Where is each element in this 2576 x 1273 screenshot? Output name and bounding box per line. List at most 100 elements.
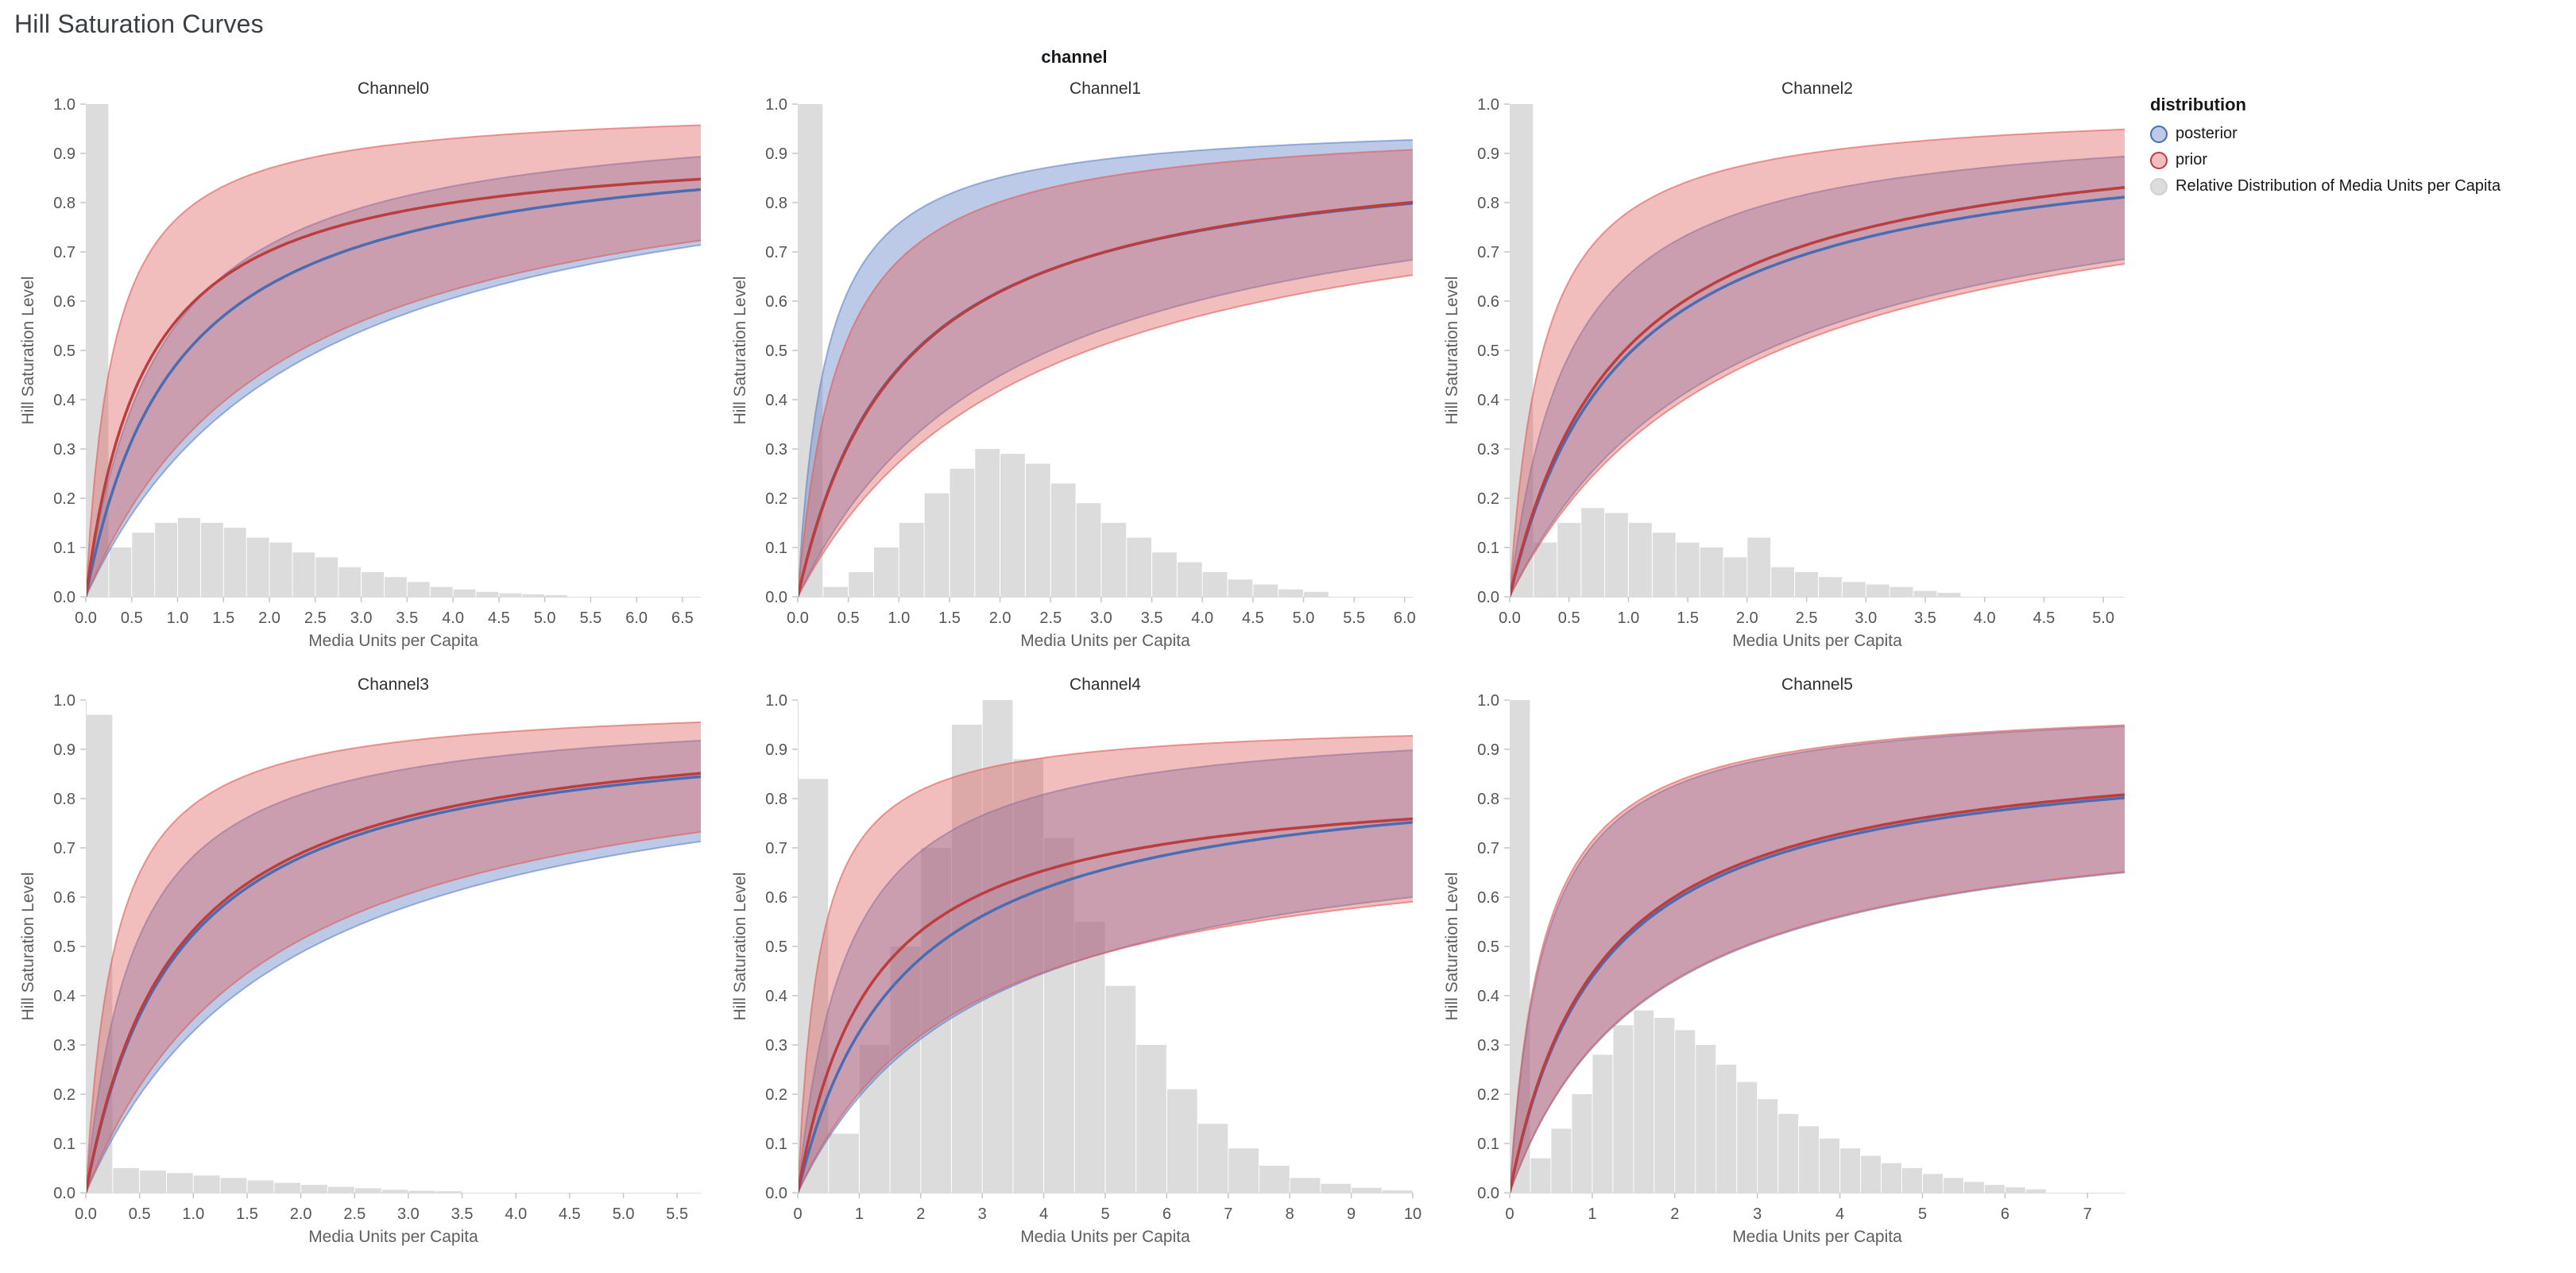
prior-band-upper-edge [1510, 128, 2125, 597]
x-tick-label: 0.5 [121, 609, 143, 627]
y-tick-label: 0.3 [53, 1037, 75, 1054]
x-tick-label: 5.5 [666, 1205, 688, 1223]
prior-band-lower-edge [1510, 263, 2125, 597]
histogram-bar [1050, 483, 1076, 597]
posterior-credible-band [1510, 726, 2125, 1193]
legend-item-label: posterior [2176, 125, 2238, 142]
y-tick-label: 0.8 [765, 195, 787, 212]
prior-credible-band [86, 125, 701, 597]
histogram-bar [1557, 523, 1581, 597]
histogram-bar [890, 946, 921, 1193]
x-axis-title: Media Units per Capita [308, 632, 478, 650]
x-tick-label: 4.0 [442, 609, 464, 627]
y-tick-label: 0.8 [765, 791, 787, 808]
x-tick-label: 0 [1505, 1205, 1514, 1223]
x-tick-label: 4.0 [1191, 609, 1213, 627]
x-tick-label: 5.5 [579, 609, 601, 627]
panel-title: Channel2 [1781, 79, 1853, 98]
x-tick-label: 0 [793, 1205, 802, 1223]
histogram-bar [1352, 1187, 1382, 1193]
histogram-bar [1105, 985, 1136, 1193]
x-tick-label: 2.5 [304, 609, 327, 627]
x-tick-label: 3.5 [1914, 609, 1936, 627]
x-tick-label: 6.0 [1394, 609, 1416, 627]
prior-median-line [798, 817, 1413, 1193]
histogram-bar [1074, 922, 1105, 1193]
histogram-bar [1510, 700, 1530, 1193]
histogram-bar [1382, 1190, 1413, 1193]
x-tick-label: 0.0 [787, 609, 809, 627]
y-tick-label: 0.6 [53, 293, 75, 311]
histogram-bar [899, 523, 924, 597]
histogram-bar [1152, 552, 1177, 597]
y-tick-label: 0.6 [1477, 889, 1499, 907]
x-tick-label: 2.0 [1736, 609, 1758, 627]
histogram-bar [155, 523, 177, 597]
histogram-bar [1551, 1128, 1572, 1193]
histogram-bar [1696, 1045, 1716, 1193]
y-tick-label: 0.3 [1477, 441, 1499, 459]
histogram-bar [1228, 579, 1253, 597]
histogram-bar [829, 1133, 859, 1193]
y-tick-label: 0.2 [765, 1086, 787, 1104]
posterior-median-line [798, 820, 1413, 1193]
prior-band-upper-edge [1510, 724, 2125, 1193]
prior-credible-band [86, 722, 701, 1193]
histogram-bar [167, 1173, 193, 1193]
x-tick-label: 4 [1039, 1205, 1048, 1223]
histogram-bar [1923, 1174, 1943, 1193]
y-tick-label: 0.7 [765, 244, 787, 261]
x-tick-label: 5 [1918, 1205, 1927, 1223]
histogram-bar [408, 1190, 435, 1193]
y-tick-label: 0.8 [53, 791, 75, 808]
x-tick-label: 4.0 [1974, 609, 1996, 627]
y-tick-label: 1.0 [53, 96, 75, 114]
histogram-bar [2005, 1187, 2025, 1193]
panel-title: Channel1 [1069, 79, 1141, 98]
y-tick-label: 0.1 [53, 1136, 75, 1153]
x-axis-title: Media Units per Capita [1020, 632, 1190, 650]
x-tick-label: 6 [1162, 1205, 1171, 1223]
y-tick-label: 0.9 [53, 145, 75, 163]
legend-item-label: Relative Distribution of Media Units per… [2176, 177, 2501, 195]
y-tick-label: 0.3 [765, 1037, 787, 1054]
histogram-bar [1654, 1017, 1675, 1193]
histogram-bar [2025, 1189, 2046, 1193]
histogram-bar [499, 593, 522, 597]
histogram-bar [1882, 1163, 1901, 1193]
panel-channel2: Channel2 0.0 0.5 1.0 1.5 2.0 2.5 3.0 3.5 4.0 4.5 5.… [1437, 74, 2136, 659]
histogram-bar [315, 557, 338, 597]
y-tick-label: 0.6 [765, 889, 787, 907]
posterior-band-lower-edge [798, 259, 1413, 597]
y-tick-label: 0.8 [1477, 791, 1499, 808]
y-tick-label: 0.1 [765, 540, 787, 557]
chart-grid: Channel0 0.0 0.5 1.0 1.5 2.0 2.5 3.0 3.5 4.0 4.5 5.… [13, 74, 2136, 1255]
prior-credible-band [1510, 129, 2125, 597]
x-tick-label: 2.5 [1039, 609, 1062, 627]
x-tick-label: 0.0 [75, 1205, 97, 1223]
x-tick-label: 0.5 [1558, 609, 1580, 627]
x-tick-label: 5.0 [1293, 609, 1315, 627]
x-tick-label: 1.5 [1677, 609, 1699, 627]
posterior-credible-band [86, 741, 701, 1193]
x-tick-label: 9 [1347, 1205, 1356, 1223]
histogram-bar [1771, 567, 1795, 597]
histogram-bar [1572, 1094, 1592, 1193]
y-axis-title: Hill Saturation Level [731, 277, 749, 425]
histogram-bar [1984, 1185, 2005, 1193]
histogram-bar [1675, 1030, 1696, 1193]
x-tick-label: 3 [978, 1205, 987, 1223]
x-tick-label: 0.0 [75, 609, 97, 627]
x-tick-label: 3.0 [350, 609, 373, 627]
y-tick-label: 0.2 [1477, 1086, 1499, 1104]
histogram-bar [1202, 572, 1228, 597]
y-tick-label: 0.6 [1477, 293, 1499, 311]
panel-channel0: Channel0 0.0 0.5 1.0 1.5 2.0 2.5 3.0 3.5 4.0 4.5 5.… [13, 74, 712, 659]
y-tick-label: 0.0 [1477, 1185, 1499, 1202]
histogram-bar [200, 523, 223, 597]
y-tick-label: 0.7 [1477, 840, 1499, 857]
x-tick-label: 5.0 [2092, 609, 2114, 627]
legend-item-label: prior [2176, 151, 2208, 168]
prior-credible-band [798, 149, 1413, 597]
histogram-bar [1592, 1054, 1613, 1193]
